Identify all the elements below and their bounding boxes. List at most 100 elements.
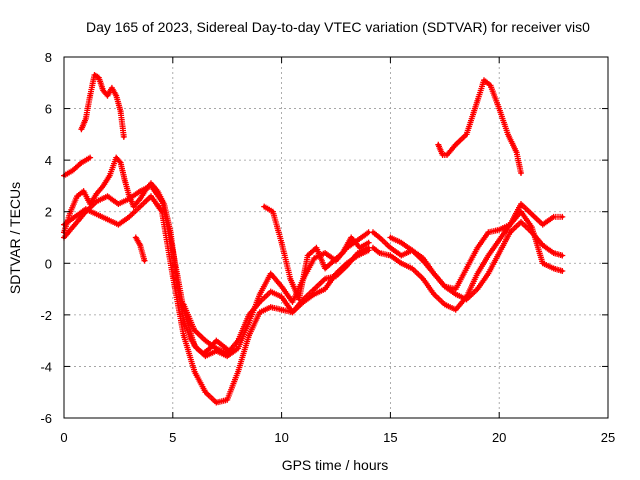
data-point — [432, 272, 436, 276]
data-point — [101, 88, 105, 93]
data-point — [306, 253, 310, 258]
series-track-k — [387, 201, 566, 293]
data-point — [443, 302, 447, 307]
data-point — [454, 308, 458, 312]
data-point — [68, 210, 73, 214]
x-tick-label: 15 — [383, 430, 397, 445]
y-tick-label: 2 — [45, 205, 52, 220]
data-point — [138, 197, 142, 201]
data-point — [323, 266, 327, 271]
data-point — [371, 246, 375, 250]
y-tick-label: 4 — [45, 153, 52, 168]
data-point — [486, 230, 490, 234]
data-point — [377, 235, 382, 240]
data-point — [160, 210, 164, 214]
data-point — [81, 189, 86, 193]
data-point — [116, 202, 120, 206]
data-point — [560, 269, 564, 273]
data-point — [195, 346, 199, 350]
data-point — [134, 235, 138, 240]
data-point — [421, 256, 425, 260]
data-point — [301, 297, 305, 301]
data-point — [475, 246, 480, 250]
data-point — [71, 168, 75, 173]
data-point — [280, 241, 284, 245]
data-point — [388, 235, 392, 240]
data-point — [312, 292, 316, 296]
data-point — [482, 78, 486, 82]
data-point — [334, 274, 338, 278]
data-point — [269, 305, 273, 309]
data-point — [475, 287, 480, 291]
data-point — [79, 161, 84, 165]
data-point — [118, 109, 123, 113]
data-point — [95, 212, 99, 216]
data-point — [280, 295, 284, 299]
series-track-f — [78, 72, 127, 140]
data-point — [110, 86, 114, 90]
data-point — [269, 272, 273, 276]
data-point — [258, 292, 262, 296]
data-point — [132, 204, 136, 209]
data-point — [541, 243, 545, 247]
data-point — [541, 261, 545, 265]
data-point — [123, 179, 127, 183]
y-tick-label: -2 — [40, 308, 52, 323]
data-point — [312, 256, 316, 260]
data-point — [432, 292, 436, 296]
data-point — [497, 251, 501, 255]
data-point — [269, 290, 273, 294]
data-point — [138, 204, 142, 209]
data-point — [221, 344, 225, 348]
data-point — [122, 135, 126, 139]
data-point — [323, 277, 327, 281]
data-point — [114, 94, 118, 98]
data-point — [367, 246, 371, 250]
data-point — [225, 351, 229, 356]
data-point — [162, 202, 166, 206]
data-point — [105, 194, 110, 198]
data-point — [552, 251, 556, 255]
data-point — [290, 300, 295, 304]
data-point — [497, 106, 501, 111]
data-point — [142, 259, 147, 263]
data-point — [127, 194, 131, 198]
data-point — [367, 230, 371, 234]
data-point — [236, 346, 240, 350]
data-point — [84, 117, 88, 121]
data-point — [138, 189, 142, 193]
data-point — [227, 349, 231, 353]
data-point — [280, 284, 284, 289]
data-point — [201, 351, 205, 356]
data-point — [288, 277, 292, 281]
data-point — [367, 241, 371, 245]
tick-layer: 0 5 10 15 20 25 -6 -4 -2 0 2 4 6 8 — [40, 50, 615, 445]
series-track-l — [435, 77, 524, 176]
data-point — [192, 369, 197, 374]
data-point — [214, 346, 218, 350]
data-point — [88, 94, 92, 98]
data-point — [356, 238, 360, 242]
data-point — [118, 161, 123, 165]
data-layer — [61, 72, 566, 406]
data-point — [203, 339, 208, 343]
data-point — [508, 230, 512, 234]
data-point — [225, 398, 229, 402]
data-point — [75, 194, 79, 198]
data-point — [486, 272, 490, 276]
data-point — [149, 194, 153, 198]
data-point — [214, 400, 218, 405]
series-track-d — [61, 154, 233, 357]
data-point — [541, 223, 545, 227]
data-point — [236, 339, 240, 343]
series-markers — [435, 77, 524, 176]
data-point — [92, 73, 97, 77]
data-point — [349, 235, 353, 240]
data-point — [560, 253, 564, 258]
series-markers — [61, 154, 94, 179]
data-point — [208, 346, 212, 350]
data-point — [486, 253, 490, 258]
plot-frame — [63, 56, 609, 419]
x-tick-label: 5 — [169, 430, 176, 445]
data-point — [445, 153, 449, 157]
